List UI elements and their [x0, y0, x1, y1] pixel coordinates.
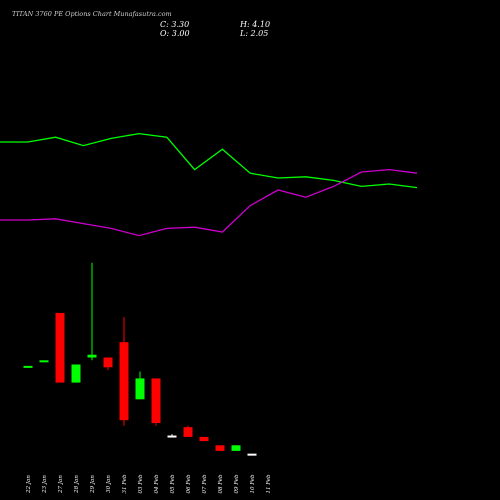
candle-03-feb [135, 371, 145, 400]
candle-10-feb [247, 453, 257, 456]
candle-29-jan [87, 262, 97, 361]
x-tick-label: 31 Feb [122, 474, 128, 494]
candle-body [231, 445, 241, 451]
candle-body [103, 357, 113, 368]
x-tick-label: 08 Feb [218, 474, 224, 494]
chart-title: TITAN 3760 PE Options Chart Munafasutra.… [12, 10, 172, 18]
candle-30-jan [103, 357, 113, 371]
open-value: O: 3.00 [160, 29, 190, 38]
candle-06-feb [183, 425, 193, 437]
candle-05-feb [167, 434, 177, 438]
x-tick-label: 11 Feb [266, 474, 272, 494]
candle-body [151, 378, 161, 423]
candle-09-feb [231, 445, 241, 451]
candle-31-feb [119, 317, 129, 426]
candle-27-jan [55, 312, 65, 383]
candle-22-jan [23, 365, 33, 368]
candle-body [23, 365, 33, 368]
x-tick-label: 27 Jan [58, 475, 64, 494]
low-value: L: 2.05 [240, 29, 269, 38]
candle-body [87, 354, 97, 358]
candle-23-jan [39, 360, 49, 363]
x-tick-label: 30 Jan [106, 475, 112, 493]
candle-body [183, 427, 193, 437]
close-value: C: 3.30 [160, 20, 190, 29]
candle-04-feb [151, 378, 161, 426]
candle-body [247, 453, 257, 456]
candles [23, 262, 257, 456]
magenta-indicator-line [0, 168, 418, 237]
candle-body [199, 436, 209, 442]
candle-body [39, 360, 49, 363]
candle-body [71, 364, 81, 383]
x-axis-ticks: 22 Jan 23 Jan 27 Jan 28 Jan 29 Jan 30 Jan 31 F… [26, 474, 272, 494]
x-tick-label: 29 Jan [90, 475, 96, 494]
candle-08-feb [215, 445, 225, 451]
candle-body [215, 445, 225, 451]
candle-body [167, 435, 177, 438]
candle-body [119, 342, 129, 421]
x-tick-label: 05 Feb [170, 474, 176, 494]
x-tick-label: 07 Feb [202, 474, 208, 494]
x-tick-label: 28 Jan [74, 475, 80, 494]
x-tick-label: 22 Jan [26, 475, 32, 494]
candle-28-jan [71, 364, 81, 383]
indicator-lines [0, 132, 418, 237]
x-tick-label: 06 Feb [186, 474, 192, 494]
x-tick-label: 23 Jan [42, 475, 48, 494]
candle-body [55, 312, 65, 383]
x-tick-label: 09 Feb [234, 474, 240, 494]
x-tick-label: 03 Feb [138, 474, 144, 494]
high-value: H: 4.10 [240, 20, 271, 29]
candle-07-feb [199, 436, 209, 442]
x-tick-label: 10 Feb [250, 474, 256, 494]
x-tick-label: 04 Feb [154, 474, 160, 494]
green-indicator-line [0, 132, 418, 189]
candle-body [135, 378, 145, 400]
